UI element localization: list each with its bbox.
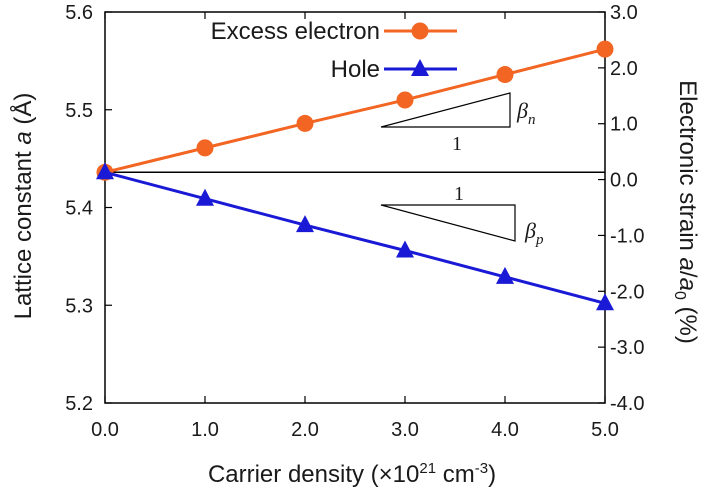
data-point-hole xyxy=(96,162,114,180)
legend-marker-hole xyxy=(411,59,429,76)
x-axis-title: Carrier density (×1021 cm-3) xyxy=(208,460,496,488)
left-tick-label: 5.2 xyxy=(65,393,93,415)
data-point-excess-electron xyxy=(196,139,214,157)
beta-n-run-label: 1 xyxy=(452,133,462,155)
legend-label-excess-electron: Excess electron xyxy=(211,18,380,45)
data-point-hole xyxy=(196,188,214,206)
right-tick-label: 0.0 xyxy=(610,170,638,192)
data-point-excess-electron xyxy=(396,91,414,109)
left-tick-label: 5.4 xyxy=(65,198,93,220)
x-axis-ticks: 0.0 1.0 2.0 3.0 4.0 5.0 xyxy=(91,12,619,441)
beta-p-run-label: 1 xyxy=(454,183,464,205)
right-tick-label: -2.0 xyxy=(610,281,644,303)
right-tick-label: -3.0 xyxy=(610,337,644,359)
x-tick-label: 2.0 xyxy=(291,419,319,441)
legend: Excess electron Hole xyxy=(211,18,457,83)
data-point-hole xyxy=(296,215,314,233)
x-tick-label: 4.0 xyxy=(491,419,519,441)
right-tick-label: 3.0 xyxy=(610,2,638,24)
left-tick-label: 5.6 xyxy=(65,2,93,24)
left-axis-ticks: 5.2 5.3 5.4 5.5 5.6 xyxy=(65,2,112,415)
left-tick-label: 5.5 xyxy=(65,100,93,122)
x-tick-label: 3.0 xyxy=(391,419,419,441)
right-tick-label: -1.0 xyxy=(610,225,644,247)
right-tick-label: -4.0 xyxy=(610,393,644,415)
data-point-hole xyxy=(596,293,614,311)
right-axis-title: Electronic strain a/a0 (%) xyxy=(671,80,701,344)
data-point-hole xyxy=(396,240,414,258)
data-point-hole xyxy=(496,266,514,284)
data-point-excess-electron xyxy=(496,66,514,84)
left-axis-title: Lattice constant a (Å) xyxy=(9,93,37,320)
right-tick-label: 1.0 xyxy=(610,114,638,136)
x-tick-label: 1.0 xyxy=(191,419,219,441)
legend-label-hole: Hole xyxy=(331,56,380,83)
beta-n-slope-triangle xyxy=(380,92,511,128)
right-tick-label: 2.0 xyxy=(610,58,638,80)
series-line-excess-electron xyxy=(104,47,606,174)
beta-n-label: βn xyxy=(516,98,535,128)
beta-p-slope-triangle xyxy=(380,204,516,242)
x-tick-label: 0.0 xyxy=(91,419,119,441)
series-hole xyxy=(96,162,614,311)
series-line-hole xyxy=(104,170,606,305)
data-point-excess-electron xyxy=(296,114,314,132)
legend-marker-excess-electron xyxy=(411,22,429,40)
data-point-excess-electron xyxy=(596,40,614,58)
beta-p-label: βp xyxy=(524,218,544,248)
x-tick-label: 5.0 xyxy=(591,419,619,441)
left-tick-label: 5.3 xyxy=(65,295,93,317)
series-layer xyxy=(96,40,614,311)
right-axis-ticks: 3.0 2.0 1.0 0.0 -1.0 -2.0 -3.0 -4.0 xyxy=(598,2,644,415)
